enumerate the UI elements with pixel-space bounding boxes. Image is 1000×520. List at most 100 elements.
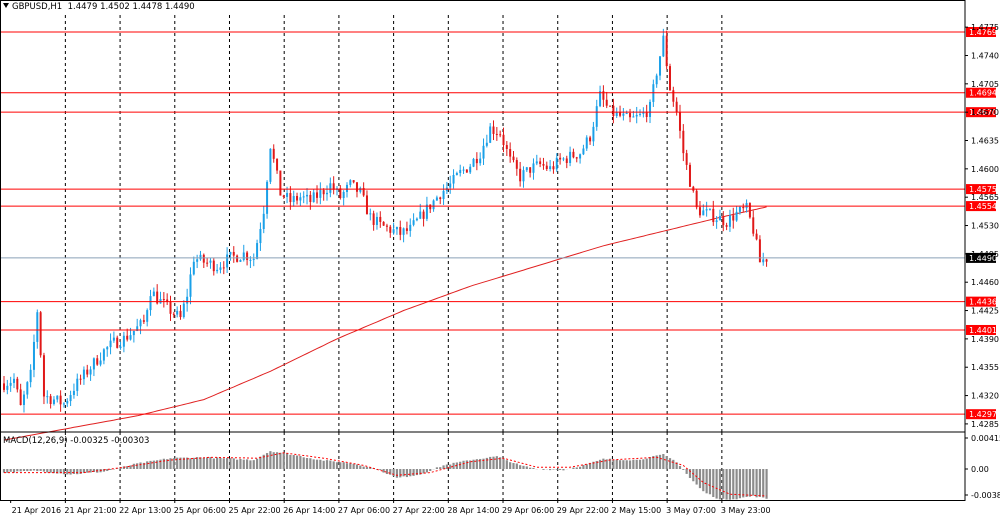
level-label: 1.4769: [969, 28, 997, 37]
candle-body: [362, 187, 365, 196]
candle-body: [698, 207, 701, 216]
candle-body: [612, 105, 615, 117]
candle: [455, 171, 458, 176]
candle: [732, 207, 735, 229]
candle-body: [435, 197, 438, 201]
candle-body: [562, 158, 565, 160]
candle-body: [12, 378, 15, 383]
candle-body: [649, 101, 652, 118]
candle-body: [292, 195, 295, 203]
chevron-down-icon[interactable]: [3, 3, 9, 8]
candle-body: [369, 213, 372, 215]
candle: [299, 192, 302, 207]
candle-body: [625, 113, 628, 115]
candle-body: [728, 215, 731, 227]
candle: [718, 209, 721, 221]
candle: [499, 130, 502, 138]
candle: [79, 374, 82, 385]
candle: [712, 200, 715, 226]
candle-body: [472, 158, 475, 167]
candle-body: [452, 175, 455, 184]
candle-body: [3, 383, 5, 390]
candle-body: [705, 209, 708, 211]
candle: [435, 195, 438, 201]
x-tick-label: 3 May 07:00: [666, 506, 716, 515]
candle-body: [519, 168, 522, 182]
candle-body: [326, 192, 329, 195]
candle: [592, 121, 595, 147]
candle: [42, 352, 45, 405]
price-axis: 1.4775 1.4740 1.4705 1.4670 1.4635 1.4600 1.45…: [965, 23, 999, 429]
candle: [3, 375, 5, 393]
y-tick-label: 1.4320: [971, 392, 999, 401]
horizontal-levels-layer[interactable]: 1.47691.46941.46701.45751.45541.44361.44…: [0, 27, 997, 420]
candle-body: [199, 254, 202, 260]
candle-body: [389, 226, 392, 233]
candle: [76, 373, 79, 397]
candle: [46, 390, 49, 404]
candle: [762, 252, 765, 266]
candle: [339, 185, 342, 200]
candle: [29, 364, 32, 388]
candle: [36, 309, 39, 349]
candle-body: [116, 337, 119, 348]
candle-body: [269, 148, 272, 182]
candle: [62, 402, 65, 408]
level-tag: [966, 184, 996, 195]
candle-body: [542, 163, 545, 166]
candle: [372, 210, 375, 231]
candle-body: [375, 216, 378, 225]
candle: [375, 212, 378, 230]
candle: [262, 206, 265, 234]
candle-body: [142, 320, 145, 322]
candle-body: [372, 213, 375, 225]
candle: [542, 157, 545, 170]
candle: [392, 222, 395, 235]
macd-label: MACD(12,26,9) -0.00325 -0.00303: [3, 436, 150, 446]
candle: [116, 335, 119, 349]
y-tick-label: 1.4600: [971, 165, 999, 174]
candle: [39, 310, 42, 358]
candle-body: [718, 216, 721, 221]
level-label: 1.4694: [969, 89, 997, 98]
x-tick-label: 26 Apr 14:00: [283, 506, 335, 515]
candle-body: [166, 299, 169, 302]
candle-body: [182, 303, 185, 318]
candle: [412, 213, 415, 227]
candle: [479, 152, 482, 166]
candle-body: [192, 261, 195, 275]
candle: [199, 250, 202, 261]
candle: [605, 91, 608, 109]
candle: [495, 127, 498, 141]
x-tick-label: 25 Apr 06:00: [174, 506, 226, 515]
candle: [708, 208, 711, 211]
candle: [452, 169, 455, 189]
candle-body: [555, 157, 558, 170]
candle: [585, 135, 588, 151]
candle: [229, 251, 232, 261]
candle: [515, 157, 518, 176]
candle-body: [239, 259, 242, 262]
current-price-tag: [966, 252, 996, 263]
candle: [742, 203, 745, 212]
candle: [236, 254, 239, 263]
candles-layer: [3, 28, 768, 413]
ohlc-values: 1.4479 1.4502 1.4478 1.4490: [67, 2, 195, 12]
candle: [485, 134, 488, 148]
candle-body: [319, 190, 322, 198]
candle-body: [156, 291, 159, 304]
candle: [146, 308, 149, 327]
candle: [678, 104, 681, 139]
candle-body: [632, 116, 635, 118]
x-tick-label: 28 Apr 14:00: [447, 506, 499, 515]
y-tick-label: 1.4670: [971, 108, 999, 117]
candle: [649, 99, 652, 124]
candle: [509, 142, 512, 163]
candle-body: [355, 182, 358, 192]
candle: [152, 287, 155, 297]
y-tick-label: 1.4495: [971, 250, 999, 259]
candle: [316, 185, 319, 204]
candle-body: [242, 252, 245, 260]
candle: [132, 330, 135, 343]
